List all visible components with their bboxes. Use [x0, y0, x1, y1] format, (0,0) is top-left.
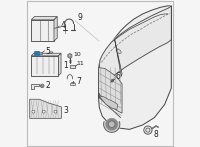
Polygon shape [31, 20, 54, 41]
Polygon shape [31, 84, 39, 89]
Circle shape [42, 110, 45, 113]
Text: 6: 6 [116, 72, 121, 81]
Circle shape [32, 110, 35, 113]
Polygon shape [115, 40, 122, 76]
Circle shape [106, 118, 118, 130]
Text: 3: 3 [64, 106, 68, 115]
Polygon shape [99, 6, 171, 129]
Polygon shape [70, 65, 75, 68]
Polygon shape [54, 17, 57, 41]
Polygon shape [104, 122, 120, 132]
Polygon shape [31, 56, 58, 76]
Polygon shape [31, 17, 57, 20]
Text: 2: 2 [45, 81, 50, 90]
Text: 9: 9 [77, 13, 82, 22]
Text: 11: 11 [77, 61, 84, 66]
Polygon shape [99, 6, 171, 85]
Text: 1: 1 [64, 61, 68, 70]
Polygon shape [39, 52, 42, 54]
Text: 4: 4 [61, 21, 66, 30]
Polygon shape [30, 99, 61, 118]
Text: 5: 5 [45, 47, 50, 56]
Polygon shape [31, 53, 61, 56]
Circle shape [109, 121, 115, 127]
Text: 8: 8 [154, 130, 159, 139]
Polygon shape [117, 49, 121, 54]
Circle shape [54, 110, 57, 113]
Circle shape [144, 126, 152, 134]
Text: 7: 7 [76, 77, 81, 86]
Polygon shape [35, 52, 39, 53]
Polygon shape [34, 51, 39, 55]
Text: 10: 10 [73, 52, 81, 57]
Polygon shape [99, 68, 122, 113]
Polygon shape [70, 83, 75, 85]
Polygon shape [58, 53, 61, 76]
Polygon shape [49, 52, 53, 53]
Polygon shape [68, 54, 72, 58]
Polygon shape [100, 96, 118, 110]
